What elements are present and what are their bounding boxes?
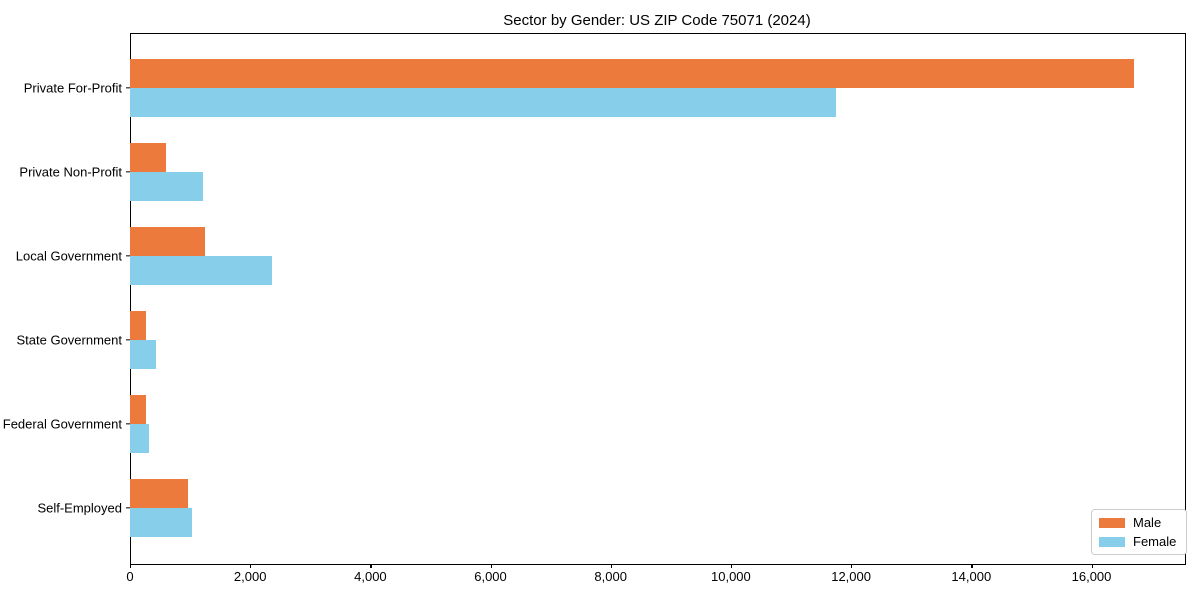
y-tick-mark <box>126 507 130 509</box>
legend-entry-male: Male <box>1099 515 1176 530</box>
bar-male-local-government <box>130 227 206 256</box>
legend-label-male: Male <box>1133 515 1162 530</box>
bar-female-federal-government <box>130 424 149 453</box>
y-tick-label-state-government: State Government <box>16 332 123 348</box>
x-tick-label-8-000: 8,000 <box>594 569 627 584</box>
x-tick-label-4-000: 4,000 <box>354 569 387 584</box>
y-tick-mark <box>126 87 130 89</box>
x-tick-label-0: 0 <box>126 569 134 584</box>
chart-title: Sector by Gender: US ZIP Code 75071 (202… <box>503 12 811 29</box>
x-tick-mark <box>130 564 132 568</box>
y-tick-mark <box>126 171 130 173</box>
legend-swatch-male <box>1099 517 1125 528</box>
bar-male-federal-government <box>130 395 146 424</box>
x-tick-mark <box>250 564 252 568</box>
x-tick-label-2-000: 2,000 <box>233 569 267 584</box>
legend-entry-female: Female <box>1099 534 1176 549</box>
bar-female-private-non-profit <box>130 172 204 201</box>
y-tick-mark <box>126 423 130 425</box>
bar-male-private-for-profit <box>130 59 1134 88</box>
bar-female-local-government <box>130 256 272 285</box>
x-tick-mark <box>730 564 733 568</box>
x-tick-mark <box>490 564 492 568</box>
x-tick-label-16-000: 16,000 <box>1071 569 1112 584</box>
x-tick-mark <box>851 564 853 568</box>
y-tick-mark <box>126 339 130 341</box>
y-tick-mark <box>126 255 130 257</box>
y-tick-label-federal-government: Federal Government <box>2 416 122 432</box>
bar-female-private-for-profit <box>130 88 837 117</box>
y-tick-label-private-non-profit: Private Non-Profit <box>19 164 122 180</box>
plot-area <box>130 33 1186 565</box>
x-tick-mark <box>610 564 612 568</box>
bar-male-private-non-profit <box>130 143 167 172</box>
x-tick-label-12-000: 12,000 <box>831 569 871 584</box>
bar-male-state-government <box>130 311 147 340</box>
bar-male-self-employed <box>130 479 188 508</box>
legend-label-female: Female <box>1133 534 1177 549</box>
y-tick-label-self-employed: Self-Employed <box>37 500 122 516</box>
x-tick-mark <box>971 564 973 568</box>
x-tick-mark <box>370 564 372 568</box>
y-tick-label-local-government: Local Government <box>15 248 122 264</box>
legend: Male Female <box>1091 509 1188 555</box>
y-tick-label-private-for-profit: Private For-Profit <box>23 80 122 96</box>
bar-female-self-employed <box>130 508 192 537</box>
x-tick-mark <box>1091 564 1093 568</box>
bar-female-state-government <box>130 340 156 369</box>
x-tick-label-6-000: 6,000 <box>474 569 507 584</box>
x-tick-label-14-000: 14,000 <box>951 569 992 584</box>
legend-swatch-female <box>1099 536 1125 547</box>
x-tick-label-10-000: 10,000 <box>711 569 751 584</box>
